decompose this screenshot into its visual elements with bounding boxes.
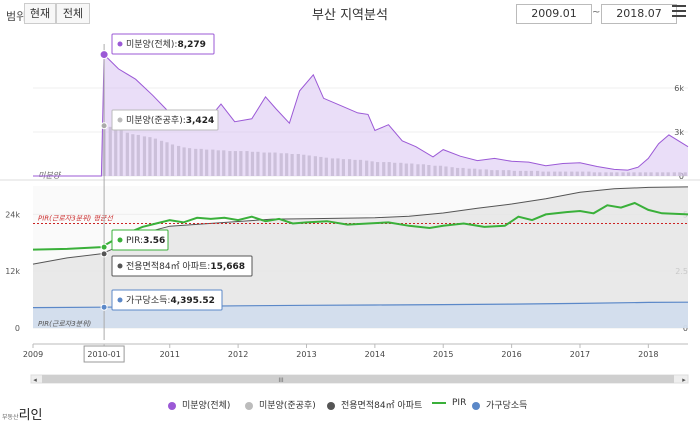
scroll-left-arrow: ◂ bbox=[33, 376, 37, 384]
tooltip-unsold-completed-box bbox=[111, 109, 219, 131]
x-tick-label: 2015 bbox=[433, 350, 453, 359]
legend-item[interactable]: 미분양(전체) bbox=[168, 398, 230, 411]
tooltip-income-label: 가구당소득: bbox=[126, 295, 170, 306]
tooltip-unsold-total-value: 8,279 bbox=[177, 40, 205, 50]
tooltip-apt-price-value: 15,668 bbox=[210, 262, 245, 272]
brand-name: 리인 bbox=[18, 408, 43, 423]
scrollbar-grip: III bbox=[278, 377, 284, 384]
pir-point[interactable] bbox=[100, 243, 108, 251]
chart-area: 6k3k0미분양24k12k052.50PIR(근로자3분위) 평균선PIR(근… bbox=[0, 33, 700, 384]
tooltip-income-box bbox=[111, 289, 223, 311]
tooltip-apt-price-label: 전용면적84㎡ 아파트: bbox=[126, 260, 210, 272]
right-y-tick-label: 0 bbox=[683, 324, 688, 333]
x-tick-label: 2017 bbox=[570, 350, 590, 359]
apt-price-point[interactable] bbox=[100, 250, 108, 258]
x-tick-label: 2009 bbox=[23, 350, 43, 359]
chart-legend: 미분양(전체) 미분양(준공후) 전용면적84㎡ 아파트 PIR 가구당소득 bbox=[0, 396, 700, 416]
income-point[interactable] bbox=[100, 303, 108, 311]
unsold-total-point[interactable] bbox=[99, 50, 109, 60]
toolbar: 범위 현재 전체 부산 지역분석 2009.01 ~ 2018.07 bbox=[0, 0, 700, 28]
x-tick-label: 2016 bbox=[501, 350, 521, 359]
x-tick-label: 2011 bbox=[160, 350, 180, 359]
legend-symbol bbox=[327, 401, 335, 410]
left-y-tick-label: 24k bbox=[5, 210, 20, 219]
brand-logo: 부동산리인 bbox=[2, 404, 42, 423]
tooltip-unsold-completed-label: 미분양(준공후): bbox=[126, 115, 186, 126]
tooltip-unsold-total-label: 미분양(전체): bbox=[126, 39, 177, 50]
tooltip-income-dot bbox=[117, 297, 123, 303]
date-from-input[interactable]: 2009.01 bbox=[516, 4, 592, 24]
left-y-tick-label: 12k bbox=[5, 267, 20, 276]
scroll-right-arrow: ▸ bbox=[682, 376, 686, 384]
tooltip-unsold-total-dot bbox=[117, 41, 123, 47]
legend-item[interactable]: PIR bbox=[432, 398, 466, 408]
legend-label: 미분양(전체) bbox=[182, 401, 231, 411]
legend-symbol bbox=[168, 401, 176, 410]
x-tick-label: 2010-01 bbox=[87, 350, 120, 359]
x-tick-label: 2014 bbox=[365, 350, 385, 359]
pir-line bbox=[32, 201, 689, 251]
tooltip-income-value: 4,395.52 bbox=[170, 296, 214, 306]
legend-symbol bbox=[432, 401, 446, 404]
legend-item[interactable]: 미분양(준공후) bbox=[245, 398, 316, 411]
tooltip-unsold-completed-dot bbox=[117, 117, 123, 123]
left-y-tick-label: 0 bbox=[15, 324, 20, 333]
tooltip-apt-price-box bbox=[111, 255, 253, 277]
tooltip-pir-box bbox=[111, 229, 169, 251]
x-tick-label: 2012 bbox=[228, 350, 248, 359]
legend-label: PIR bbox=[452, 398, 467, 408]
x-tick-highlight bbox=[83, 345, 125, 363]
x-tick-label: 2013 bbox=[296, 350, 316, 359]
tooltip-unsold-total-box bbox=[111, 33, 215, 55]
legend-symbol bbox=[245, 401, 253, 410]
date-separator: ~ bbox=[592, 7, 601, 18]
tooltip-pir-value: 3.56 bbox=[143, 236, 165, 246]
legend-label: 전용면적84㎡ 아파트 bbox=[341, 401, 423, 411]
tooltip-unsold-completed-value: 3,424 bbox=[186, 116, 214, 126]
tooltip-pir-dot bbox=[117, 237, 123, 243]
legend-item[interactable]: 가구당소득 bbox=[472, 398, 527, 411]
unsold-completed-point[interactable] bbox=[100, 122, 108, 130]
unsold-total-area bbox=[33, 54, 688, 176]
tooltip-pir-label: PIR: bbox=[126, 236, 143, 246]
tab-all[interactable]: 전체 bbox=[56, 3, 90, 24]
menu-icon[interactable] bbox=[672, 5, 686, 17]
range-label: 범위 bbox=[6, 10, 27, 23]
tooltip-apt-price-dot bbox=[117, 263, 123, 269]
top-y-tick-label: 0 bbox=[679, 172, 684, 181]
x-tick-label: 2018 bbox=[638, 350, 658, 359]
brand-prefix: 부동산 bbox=[2, 414, 19, 421]
tab-current[interactable]: 현재 bbox=[24, 3, 56, 24]
pir-average-label: PIR(근로자3분위) 평균선 bbox=[38, 214, 114, 222]
scrollbar-thumb[interactable] bbox=[42, 375, 674, 383]
page-title: 부산 지역분석 bbox=[312, 8, 388, 23]
legend-symbol bbox=[472, 401, 480, 410]
top-y-tick-label: 3k bbox=[674, 128, 684, 137]
date-to-input[interactable]: 2018.07 bbox=[601, 4, 677, 24]
pir-axis-label: PIR(근로자3분위) bbox=[38, 320, 92, 328]
legend-label: 가구당소득 bbox=[486, 401, 528, 411]
legend-item[interactable]: 전용면적84㎡ 아파트 bbox=[327, 398, 422, 411]
top-y-tick-label: 6k bbox=[674, 84, 684, 93]
legend-label: 미분양(준공후) bbox=[259, 401, 316, 411]
